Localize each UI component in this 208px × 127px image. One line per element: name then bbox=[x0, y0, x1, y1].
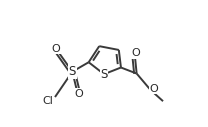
Text: O: O bbox=[74, 89, 83, 99]
Text: Cl: Cl bbox=[43, 96, 53, 106]
Text: O: O bbox=[131, 49, 140, 58]
Text: S: S bbox=[100, 68, 108, 81]
Text: O: O bbox=[52, 44, 60, 54]
Text: O: O bbox=[149, 84, 158, 94]
Text: S: S bbox=[69, 65, 76, 78]
